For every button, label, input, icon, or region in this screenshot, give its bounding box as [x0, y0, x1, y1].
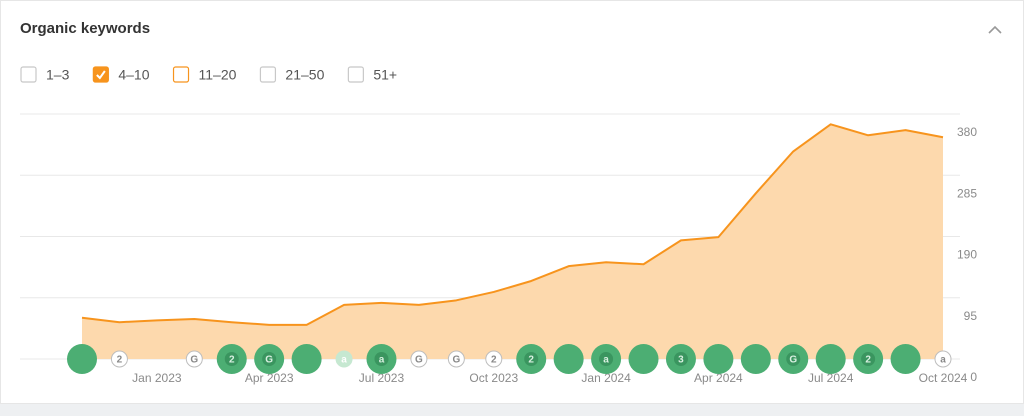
x-tick-label: Oct 2024 [919, 371, 968, 385]
update-marker[interactable] [703, 344, 734, 374]
marker-circle [335, 350, 353, 368]
marker-circle [890, 344, 921, 374]
marker-label: G [265, 355, 273, 366]
marker-label: a [341, 355, 347, 366]
update-marker[interactable]: G [410, 350, 428, 368]
update-marker[interactable] [890, 344, 921, 374]
marker-inner [374, 352, 389, 366]
update-marker[interactable]: G [778, 344, 809, 374]
update-marker[interactable]: 3 [665, 344, 696, 374]
marker-circle [185, 350, 203, 368]
marker-inner [673, 352, 688, 366]
marker-circle [447, 350, 465, 368]
page-footer-strip [0, 404, 1024, 416]
marker-label: a [940, 355, 946, 366]
update-marker[interactable] [628, 344, 659, 374]
update-marker[interactable]: 2 [853, 344, 884, 374]
x-tick-label: Jan 2024 [581, 371, 631, 385]
marker-inner [786, 352, 801, 366]
marker-circle [67, 344, 97, 374]
marker-circle [628, 344, 659, 374]
update-marker[interactable] [67, 344, 97, 374]
marker-label: a [379, 355, 385, 366]
chart-title: Organic keywords [20, 20, 150, 37]
update-marker[interactable]: 2 [516, 344, 547, 374]
update-marker[interactable]: a [934, 350, 952, 368]
checkbox [259, 66, 277, 83]
legend-label: 51+ [373, 67, 397, 83]
marker-label: 2 [229, 355, 235, 366]
update-marker[interactable]: G [185, 350, 203, 368]
plot: 0 95 190 285 380 Jan 2023 Apr 2023 Jul 2023 Oct … [20, 113, 978, 385]
marker-label: G [789, 355, 797, 366]
checkmark [96, 70, 106, 80]
update-marker[interactable]: a [366, 344, 397, 374]
line [81, 123, 944, 326]
marker-label: 2 [117, 355, 123, 366]
legend-label: 1–3 [46, 67, 70, 83]
marker-inner [524, 352, 539, 366]
update-marker[interactable]: a [335, 350, 353, 368]
legend-item[interactable]: 11–20 [172, 66, 237, 83]
marker-inner [224, 352, 239, 366]
x-tick-label: Jul 2024 [808, 371, 854, 385]
marker-label: 2 [491, 355, 497, 366]
legend-item[interactable]: 1–3 [20, 66, 70, 83]
y-tick-label: 380 [957, 125, 977, 139]
legend-label: 21–50 [285, 67, 324, 83]
marker-circle [291, 344, 322, 374]
marker-circle [485, 350, 503, 368]
marker-circle [110, 350, 128, 368]
y-tick-label: 0 [970, 370, 977, 384]
update-marker[interactable]: G [254, 344, 285, 374]
marker-circle [553, 344, 584, 374]
x-tick-label: Apr 2023 [245, 371, 294, 385]
x-tick-label: Oct 2023 [469, 371, 518, 385]
marker-inner [599, 352, 614, 366]
checkbox [20, 66, 37, 83]
marker-circle [934, 350, 952, 368]
y-tick-label: 190 [957, 248, 977, 262]
legend-item[interactable]: 21–50 [259, 66, 325, 83]
update-marker[interactable]: 2 [110, 350, 128, 368]
x-tick-label: Apr 2024 [694, 371, 743, 385]
legend-item[interactable]: 51+ [347, 66, 397, 83]
marker-label: a [603, 355, 609, 366]
marker-label: 3 [678, 355, 684, 366]
legend-item[interactable]: 4–10 [92, 66, 150, 83]
x-tick-label: Jul 2023 [359, 371, 405, 385]
marker-circle [815, 344, 846, 374]
update-marker[interactable] [553, 344, 584, 374]
update-marker[interactable]: 2 [485, 350, 503, 368]
marker-label: G [190, 355, 198, 366]
marker-label: 2 [528, 355, 534, 366]
collapse-toggle[interactable] [988, 25, 1002, 34]
marker-label: G [452, 355, 460, 366]
marker-circle [740, 344, 771, 374]
marker-label: G [415, 355, 423, 366]
marker-circle [703, 344, 734, 374]
y-tick-label: 95 [964, 309, 978, 323]
update-marker[interactable]: 2 [216, 344, 247, 374]
marker-label: 2 [865, 355, 871, 366]
update-marker[interactable]: G [447, 350, 465, 368]
area [82, 124, 943, 359]
update-marker[interactable] [815, 344, 846, 374]
legend-label: 4–10 [118, 67, 149, 83]
legend-label: 11–20 [199, 67, 237, 83]
legend: 1–3 4–10 11–20 21–50 51+ [20, 66, 397, 83]
y-tick-label: 285 [957, 186, 977, 200]
checkbox [172, 66, 190, 83]
update-marker[interactable]: a [591, 344, 622, 374]
marker-inner [861, 352, 876, 366]
marker-inner [262, 352, 277, 366]
x-tick-label: Jan 2023 [132, 371, 182, 385]
marker-circle [410, 350, 428, 368]
checkbox [347, 66, 364, 83]
checkbox [92, 66, 109, 83]
update-marker[interactable] [740, 344, 771, 374]
update-marker[interactable] [291, 344, 322, 374]
